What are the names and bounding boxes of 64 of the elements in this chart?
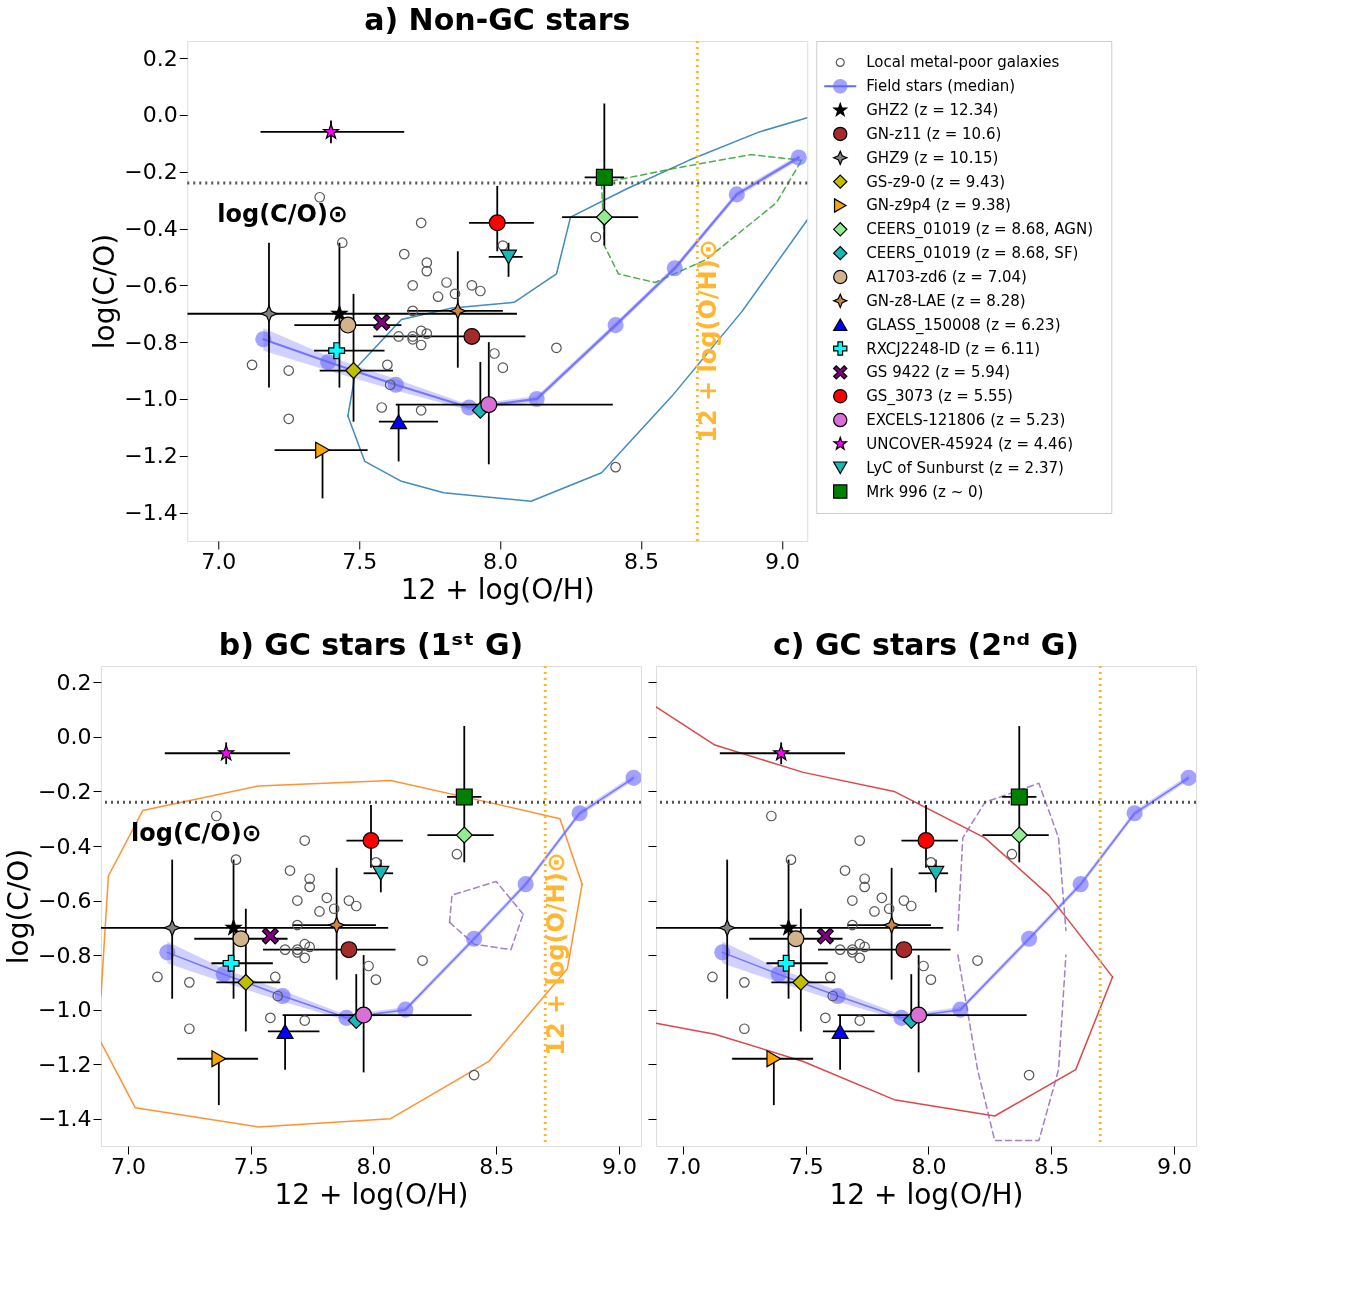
y-tick-label: 0.0 — [142, 102, 178, 128]
legend-label: A1703-zd6 (z = 7.04) — [866, 268, 1027, 286]
y-tick-label: −1.0 — [38, 997, 92, 1023]
y-axis-title: log(C/O) — [88, 233, 122, 350]
legend-label: Field stars (median) — [866, 77, 1016, 96]
legend-label: GS-z9-0 (z = 9.43) — [866, 172, 1006, 191]
y-tick-label: −1.2 — [38, 1051, 92, 1077]
y-axis-title: log(C/O) — [2, 848, 36, 965]
x-tick-label: 8.5 — [479, 1153, 515, 1179]
legend-label: Mrk 996 (z ~ 0) — [866, 482, 984, 501]
x-tick-label: 7.5 — [342, 548, 378, 574]
y-tick-label: −0.2 — [124, 159, 178, 185]
x-tick-label: 8.5 — [623, 548, 659, 574]
x-tick-label: 7.5 — [788, 1153, 824, 1179]
x-axis-title: 12 + log(O/H) — [274, 1177, 469, 1211]
x-tick-label: 8.5 — [1034, 1153, 1070, 1179]
legend-label: RXCJ2248-ID (z = 6.11) — [866, 339, 1041, 358]
legend-label: EXCELS-121806 (z = 5.23) — [866, 411, 1066, 430]
y-tick-label: 0.0 — [56, 724, 92, 750]
y-tick-label: −0.8 — [124, 329, 178, 355]
x-tick-label: 8.0 — [356, 1153, 392, 1179]
legend-label: GN-z8-LAE (z = 8.28) — [866, 291, 1026, 310]
legend-label: GN-z11 (z = 10.6) — [866, 124, 1002, 143]
chart-title: b) GC stars (1ˢᵗ G) — [218, 626, 524, 662]
y-tick-label: −0.8 — [38, 942, 92, 968]
chart-title: a) Non-GC stars — [364, 1, 631, 37]
legend-label: CEERS_01019 (z = 8.68, SF) — [866, 244, 1079, 264]
y-tick-label: −1.0 — [124, 386, 178, 412]
x-tick-label: 8.0 — [483, 548, 519, 574]
y-tick-label: 0.2 — [142, 45, 178, 71]
ref-line-label: 12 + log(O/H)⊙ — [542, 852, 571, 1056]
x-tick-label: 7.0 — [111, 1153, 146, 1179]
legend-label: CEERS_01019 (z = 8.68, AGN) — [866, 220, 1094, 240]
x-tick-label: 7.0 — [666, 1153, 701, 1179]
x-tick-label: 9.0 — [764, 548, 800, 574]
y-tick-label: −1.4 — [124, 500, 178, 526]
y-tick-label: −0.2 — [38, 778, 92, 804]
x-tick-label: 7.5 — [233, 1153, 269, 1179]
ref-line-label: 12 + log(O/H)⊙ — [694, 239, 723, 443]
y-tick-label: −0.6 — [38, 888, 92, 914]
legend-label: GS_3073 (z = 5.55) — [866, 387, 1013, 407]
ref-line-label: log(C/O)⊙ — [131, 819, 262, 848]
legend-label: UNCOVER-45924 (z = 4.46) — [866, 434, 1073, 453]
chart-title: c) GC stars (2ⁿᵈ G) — [773, 626, 1079, 662]
legend-label: GN-z9p4 (z = 9.38) — [866, 196, 1011, 215]
y-tick-label: −0.4 — [124, 216, 178, 241]
y-tick-label: −0.6 — [124, 272, 178, 298]
y-tick-label: −1.2 — [124, 443, 178, 469]
legend-label: Local metal-poor galaxies — [866, 53, 1060, 72]
ref-line-label: log(C/O)⊙ — [217, 200, 348, 229]
x-tick-label: 9.0 — [601, 1153, 637, 1179]
legend-label: GLASS_150008 (z = 6.23) — [866, 315, 1061, 335]
legend-label: GHZ2 (z = 12.34) — [866, 101, 999, 120]
legend-label: LyC of Sunburst (z = 2.37) — [866, 458, 1064, 477]
legend-label: GHZ9 (z = 10.15) — [866, 148, 999, 167]
legend-label: GS 9422 (z = 5.94) — [866, 363, 1011, 382]
y-tick-label: −0.4 — [38, 833, 92, 859]
y-tick-label: 0.2 — [56, 669, 92, 695]
x-tick-label: 8.0 — [911, 1153, 947, 1179]
x-axis-title: 12 + log(O/H) — [829, 1177, 1024, 1211]
x-tick-label: 9.0 — [1156, 1153, 1192, 1179]
x-axis-title: 12 + log(O/H) — [400, 572, 595, 606]
y-tick-label: −1.4 — [38, 1106, 92, 1132]
x-tick-label: 7.0 — [201, 548, 237, 574]
